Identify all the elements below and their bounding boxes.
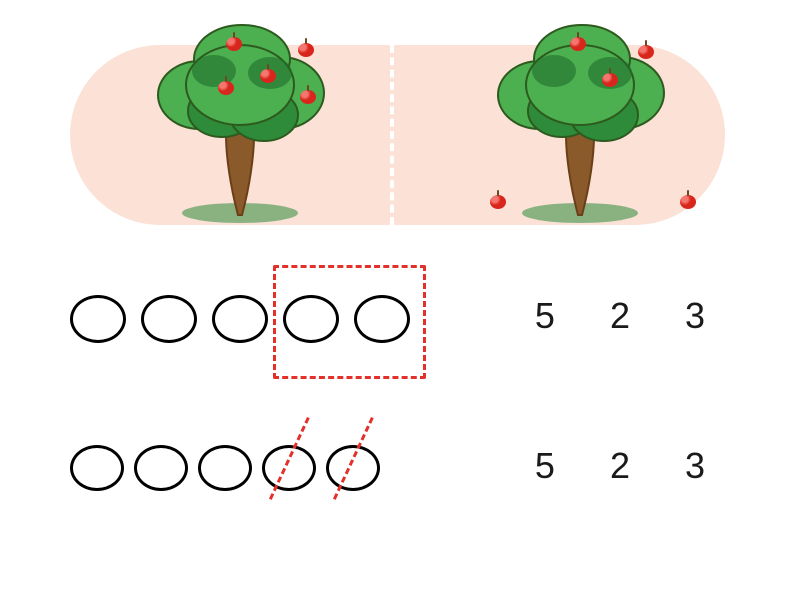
oval-counter	[70, 445, 124, 491]
apple-icon	[260, 69, 276, 83]
apple-icon	[490, 195, 506, 209]
number-option[interactable]: 3	[685, 295, 705, 337]
counting-row: 5 2 3	[70, 435, 725, 525]
number-choices: 5 2 3	[535, 295, 705, 337]
apple-icon	[300, 90, 316, 104]
counting-row: 5 2 3	[70, 285, 725, 375]
oval-counter	[134, 445, 188, 491]
oval-counter	[262, 445, 316, 491]
number-choices: 5 2 3	[535, 445, 705, 487]
oval-counter	[141, 295, 197, 343]
worksheet-stage: 5 2 3 5 2 3	[0, 0, 794, 596]
apple-icon	[602, 73, 618, 87]
apple-tree	[470, 15, 690, 225]
oval-counter	[198, 445, 252, 491]
selection-box	[273, 265, 426, 379]
oval-counter	[212, 295, 268, 343]
apple-icon	[570, 37, 586, 51]
apple-icon	[226, 37, 242, 51]
oval-counter	[326, 445, 380, 491]
scene-panel	[70, 20, 725, 235]
oval-counter	[70, 295, 126, 343]
apple-icon	[218, 81, 234, 95]
number-option[interactable]: 2	[610, 445, 630, 487]
number-option[interactable]: 3	[685, 445, 705, 487]
apple-icon	[680, 195, 696, 209]
number-option[interactable]: 2	[610, 295, 630, 337]
apple-icon	[298, 43, 314, 57]
number-option[interactable]: 5	[535, 295, 555, 337]
oval-group	[70, 445, 380, 491]
number-option[interactable]: 5	[535, 445, 555, 487]
apple-tree	[130, 15, 350, 225]
scene-divider	[390, 45, 394, 225]
apple-icon	[638, 45, 654, 59]
